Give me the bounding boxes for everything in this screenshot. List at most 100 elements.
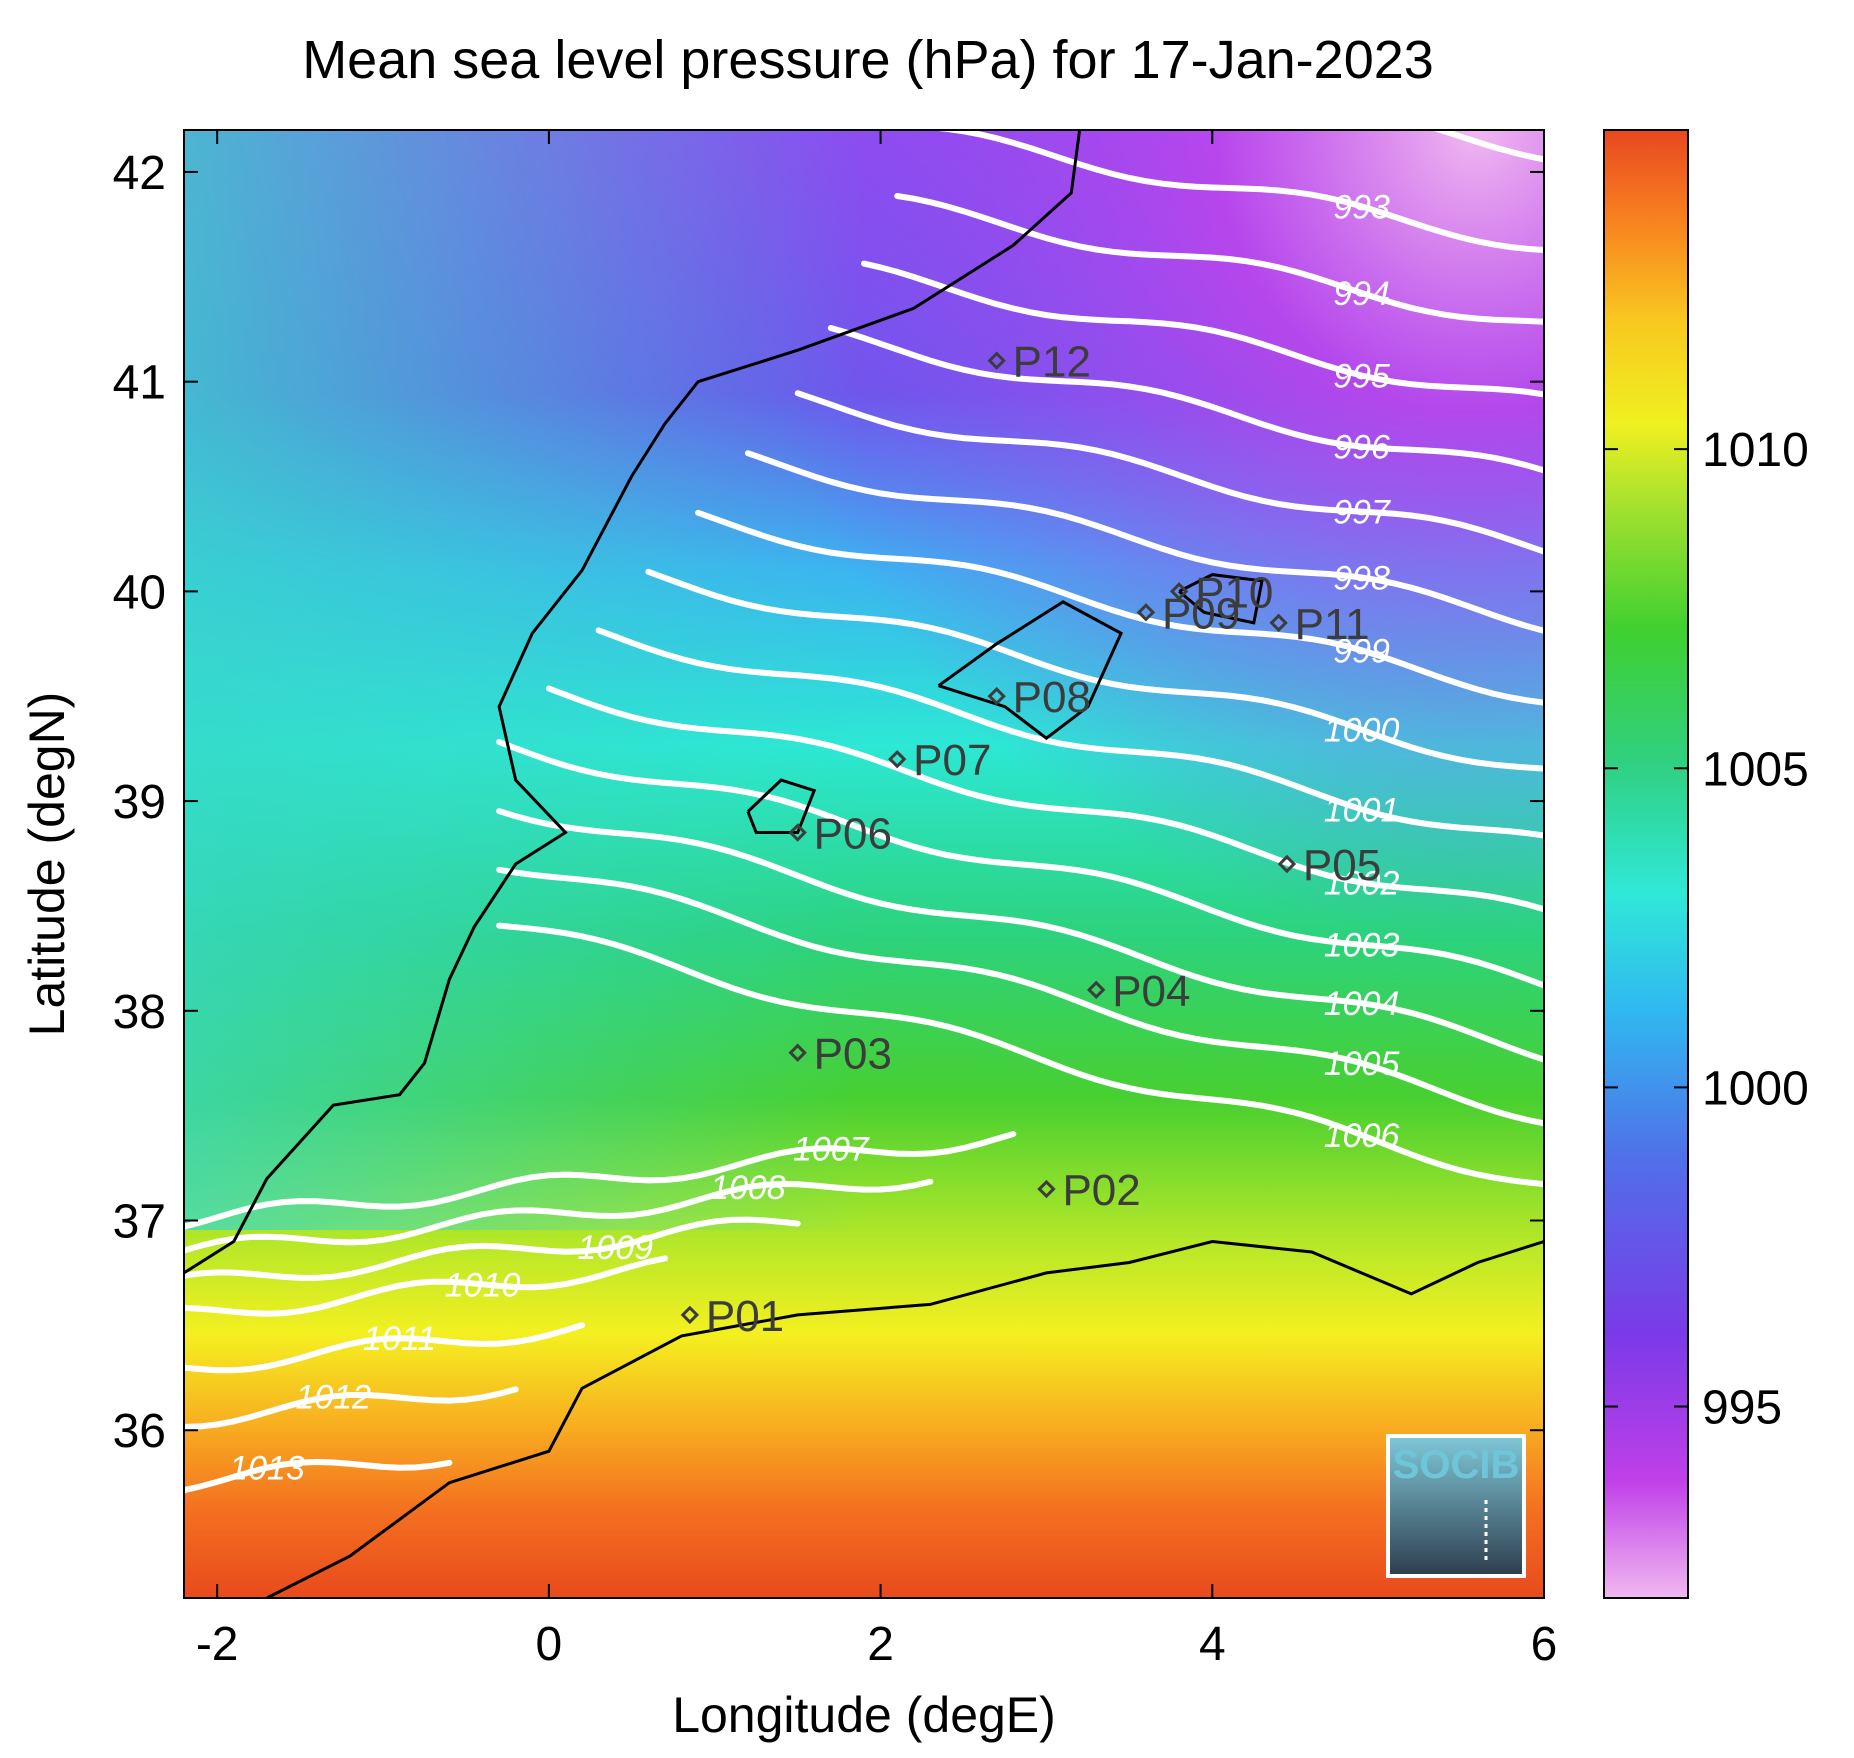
colorbar-tick-label: 1010 [1702,424,1809,477]
station-label: P05 [1303,841,1381,890]
colorbar: 995 1000 1005 1010 [1603,129,1809,1599]
chart-title: Mean sea level pressure (hPa) for 17-Jan… [302,30,1434,90]
colorbar-tick-label: 995 [1702,1382,1782,1435]
station-marker [1037,1179,1056,1199]
coast-mallorca [937,600,1124,741]
isobar-1003 [496,739,1544,989]
isobar-label: 996 [1333,429,1390,467]
coast-iberia [184,130,1082,1275]
x-tick-label: 2 [867,1618,894,1671]
isobar-label: 1005 [1324,1045,1400,1083]
isobar-1002 [545,685,1544,913]
colorbar-tick-label: 1000 [1702,1062,1809,1115]
isobar-label: 1008 [710,1169,786,1207]
station-marker [887,749,907,769]
y-axis-label: Latitude (degN) [19,692,75,1037]
station-label: P02 [1062,1166,1140,1215]
x-tick-label: -2 [196,1618,239,1671]
colorbar-tick-label: 1005 [1702,743,1809,796]
isobar-label: 1007 [793,1130,870,1168]
isobar-1011 [184,1322,585,1374]
y-tick-label: 40 [113,566,166,619]
colorbar-ramp [1603,129,1689,1599]
isobar-label: 993 [1333,188,1390,226]
isobar-label: 1000 [1324,712,1400,750]
isobar-label: 1013 [229,1450,305,1488]
land-west-shading [184,130,1544,1230]
isobar-lines [184,130,1544,1494]
logo-text: SOCIB [1393,1443,1520,1487]
isobar-1008 [184,1178,934,1254]
station-label: P09 [1162,589,1240,638]
station-marker [680,1305,700,1325]
isobar-label: 1004 [1324,985,1400,1023]
isobar-label: 992 [1333,92,1390,130]
socib-logo: SOCIB [1386,1434,1526,1578]
isobar-label: 1002 [1324,865,1400,903]
plot-frame [183,129,1545,1599]
coast-ibiza [746,778,817,834]
isobar-999 [695,509,1544,706]
isobar-label: 1012 [295,1378,371,1416]
isobar-label: 1003 [1324,927,1400,965]
x-axis-label: Longitude (degE) [672,1687,1056,1743]
station-marker [987,687,1006,706]
isobar-1000 [645,568,1544,772]
y-tick-label: 42 [113,147,166,200]
station-marker [1136,603,1156,622]
plot-area: 992 993 994 995 996 997 998 999 1000 1001 1002 1003… [184,92,1544,1598]
isobar-label: 997 [1333,494,1391,532]
isobar-1001 [595,627,1544,839]
y-tick-label: 36 [113,1405,166,1458]
isobar-1004 [496,808,1544,1063]
isobar-995 [861,260,1544,398]
coastline [184,130,1544,1598]
station-marker [987,351,1006,370]
isobar-992 [1430,130,1544,163]
isobar-label: 1010 [445,1266,521,1304]
station-marker [1169,582,1189,601]
isobar-994 [894,193,1544,325]
isobar-996 [827,325,1544,474]
y-axis: 36 37 38 39 40 41 42 [113,147,1544,1458]
isobar-1013 [184,1458,453,1494]
coast-menorca [1178,573,1264,625]
station-label: P03 [814,1030,892,1079]
y-tick-label: 41 [113,357,166,410]
isobar-1005 [496,866,1544,1127]
x-tick-label: 0 [536,1618,563,1671]
isobar-1009 [184,1216,801,1281]
station-label: P06 [814,810,892,859]
isobar-998 [744,450,1544,634]
station-label: P07 [913,736,991,785]
isobar-label: 1011 [363,1320,436,1358]
isobar-1006 [496,922,1544,1188]
isobar-1007 [184,1131,1017,1230]
y-tick-label: 38 [113,986,166,1039]
station-marker [1087,980,1106,1000]
station-marker [788,823,807,842]
isobar-label: 999 [1333,632,1390,670]
isobar-labels: 992 993 994 995 996 997 998 999 1000 1001 1002 1003… [229,92,1400,1488]
x-axis: -2 0 2 4 6 [196,130,1557,1671]
station-label: P04 [1112,967,1190,1016]
coast-africa [266,1239,1544,1598]
colorbar-ticks: 995 1000 1005 1010 [1604,424,1809,1435]
logo-box [1386,1434,1526,1578]
y-tick-label: 39 [113,776,166,829]
isobar-993 [929,130,1544,253]
isobar-label: 998 [1333,559,1390,597]
station-label: P12 [1013,338,1091,387]
station-marker [1277,854,1297,874]
isobar-1010 [184,1255,668,1317]
isobar-label: 1001 [1324,791,1400,829]
station-label: P01 [706,1292,784,1341]
station-label: P08 [1013,673,1091,722]
station-marker [788,1043,807,1062]
isobar-label: 994 [1333,275,1390,313]
station-marker [1269,613,1288,633]
isobar-label: 1006 [1324,1117,1400,1155]
station-label: P11 [1295,600,1370,649]
